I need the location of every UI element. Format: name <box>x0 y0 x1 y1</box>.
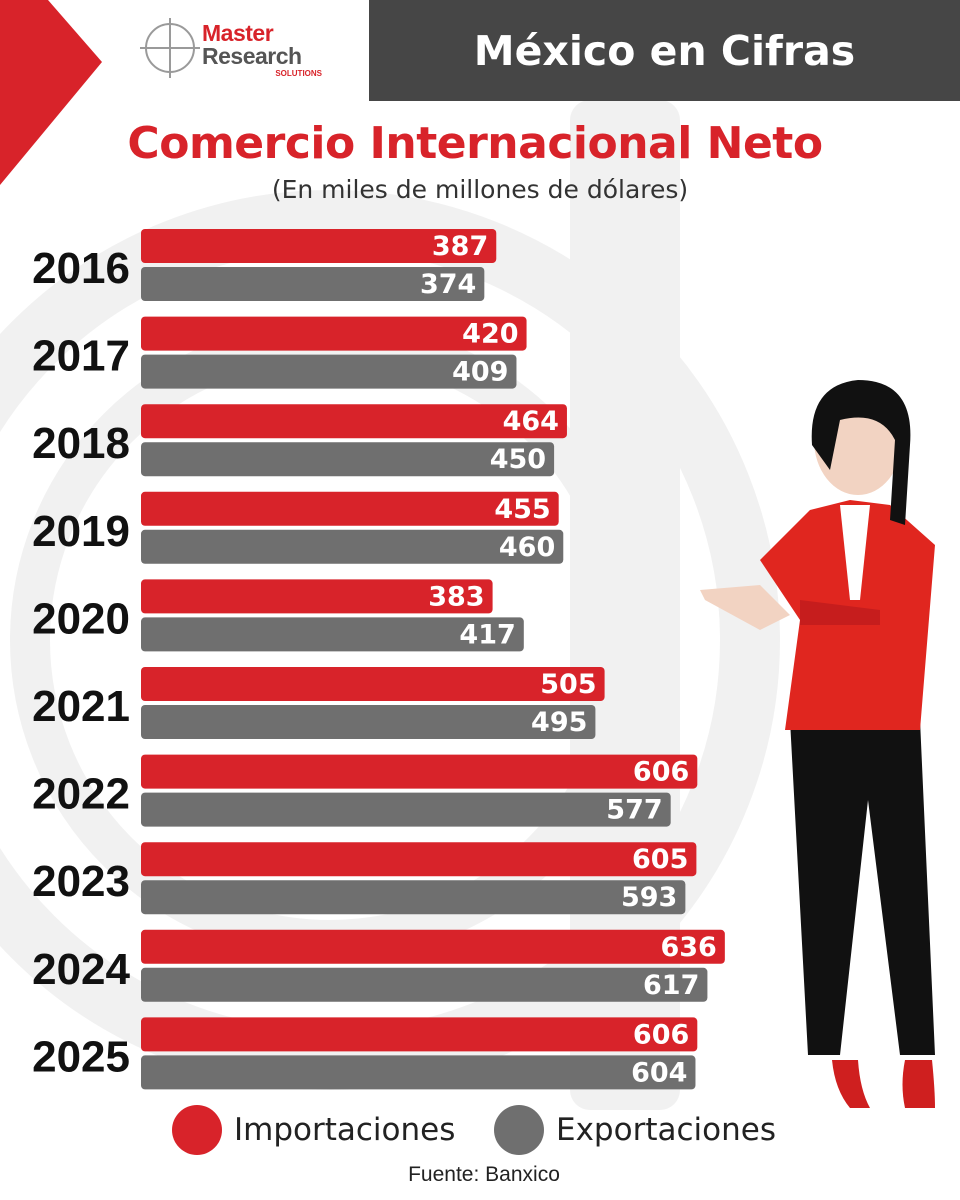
header-bar: México en Cifras <box>369 0 960 101</box>
bar-value-label: 495 <box>531 707 587 738</box>
bar-exportaciones <box>141 792 671 827</box>
header-title: México en Cifras <box>473 26 856 75</box>
year-label: 2023 <box>32 857 130 906</box>
bar-value-label: 420 <box>462 319 518 350</box>
crosshair-icon <box>140 18 200 78</box>
bar-exportaciones <box>141 880 686 915</box>
bar-value-label: 593 <box>621 882 677 913</box>
year-label: 2017 <box>32 332 130 381</box>
year-label: 2024 <box>32 945 130 994</box>
year-label: 2016 <box>32 244 130 293</box>
year-label: 2019 <box>32 507 130 556</box>
bar-value-label: 374 <box>420 269 476 300</box>
bar-importaciones <box>141 316 527 351</box>
bar-exportaciones <box>141 442 555 477</box>
logo-line-solutions: SOLUTIONS <box>275 69 322 78</box>
bar-exportaciones <box>141 617 524 652</box>
bar-exportaciones <box>141 354 517 389</box>
bar-exportaciones <box>141 967 708 1002</box>
source-note: Fuente: Banxico <box>408 1163 560 1186</box>
logo-line-research: Research <box>202 43 302 69</box>
bar-importaciones <box>141 667 605 701</box>
bar-value-label: 387 <box>432 231 488 262</box>
legend-imports: Importaciones <box>172 1105 455 1155</box>
bar-value-label: 636 <box>660 932 716 963</box>
bar-importaciones <box>141 491 559 526</box>
corner-accent <box>0 0 102 185</box>
bar-importaciones <box>141 1017 698 1052</box>
bar-importaciones <box>141 579 493 614</box>
bar-value-label: 409 <box>452 357 508 388</box>
bar-value-label: 606 <box>633 1019 689 1050</box>
bar-importaciones <box>141 929 725 964</box>
bar-value-label: 464 <box>503 406 559 437</box>
bar-value-label: 577 <box>606 795 662 826</box>
bar-exportaciones <box>141 267 485 301</box>
company-logo: Master Research SOLUTIONS <box>140 18 340 94</box>
bar-value-label: 604 <box>631 1057 687 1088</box>
year-label: 2018 <box>32 419 130 468</box>
bar-value-label: 605 <box>632 844 688 875</box>
legend-exports: Exportaciones <box>494 1105 776 1155</box>
year-label: 2025 <box>32 1032 130 1081</box>
chart-title: Comercio Internacional Neto <box>127 118 823 169</box>
year-label: 2022 <box>32 770 130 819</box>
bar-exportaciones <box>141 705 596 739</box>
bar-importaciones <box>141 404 567 439</box>
logo-line-master: Master <box>202 20 274 46</box>
bar-value-label: 505 <box>540 669 596 700</box>
legend-imports-swatch <box>172 1105 222 1155</box>
legend-imports-label: Importaciones <box>234 1112 456 1148</box>
bar-value-label: 383 <box>428 581 484 612</box>
bar-value-label: 460 <box>499 532 555 563</box>
bar-importaciones <box>141 754 698 789</box>
legend-exports-swatch <box>494 1105 544 1155</box>
bar-value-label: 617 <box>643 970 699 1001</box>
bar-importaciones <box>141 842 697 877</box>
legend-exports-label: Exportaciones <box>556 1112 776 1148</box>
bar-value-label: 606 <box>633 757 689 788</box>
year-label: 2020 <box>32 594 130 643</box>
year-label: 2021 <box>32 682 130 731</box>
bar-importaciones <box>141 229 497 263</box>
presenter-illustration <box>700 380 935 1108</box>
bar-exportaciones <box>141 1055 696 1090</box>
bar-value-label: 417 <box>459 619 515 650</box>
bar-exportaciones <box>141 529 564 564</box>
chart-subtitle: (En miles de millones de dólares) <box>271 175 689 204</box>
bar-value-label: 450 <box>490 444 546 475</box>
bar-value-label: 455 <box>494 494 550 525</box>
